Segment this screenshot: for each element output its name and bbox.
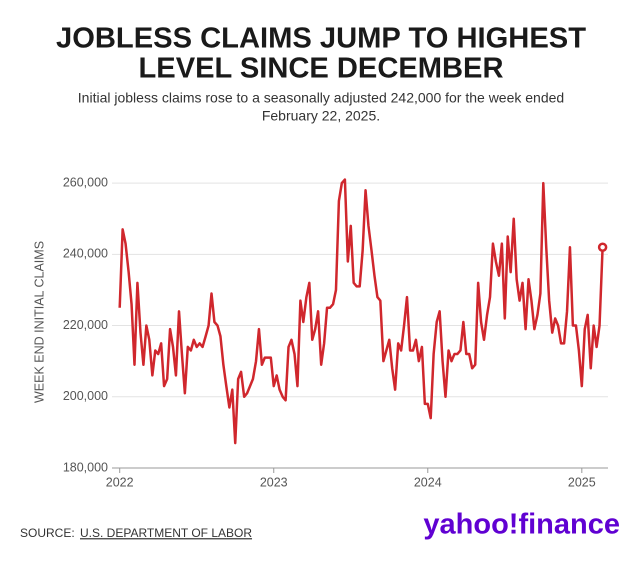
x-tick-label: 2024: [414, 475, 442, 489]
y-tick-label: 220,000: [63, 318, 108, 332]
y-tick-label: 200,000: [63, 389, 108, 403]
y-tick-label: 180,000: [63, 460, 108, 474]
source-label: SOURCE:: [20, 526, 75, 540]
last-point-marker: [597, 242, 608, 252]
y-tick-label: 260,000: [63, 175, 108, 189]
chart-subtitle: Initial jobless claims rose to a seasona…: [78, 90, 564, 106]
chart-subtitle: February 22, 2025.: [262, 108, 380, 124]
y-tick-label: 240,000: [63, 247, 108, 261]
chart-title: LEVEL SINCE DECEMBER: [139, 53, 504, 85]
x-tick-label: 2023: [260, 475, 288, 489]
chart-title: JOBLESS CLAIMS JUMP TO HIGHEST: [56, 23, 586, 55]
line: [118, 178, 604, 445]
source-link[interactable]: U.S. DEPARTMENT OF LABOR: [80, 526, 252, 540]
x-tick-label: 2022: [106, 475, 134, 489]
x-tick-label: 2025: [568, 475, 596, 489]
y-axis-label: WEEK END INITIAL CLAIMS: [32, 241, 46, 403]
plot: 180,000 200,000 220,000 240,000 260,000 2022 2…: [63, 175, 608, 489]
logo: yahoo!finance: [423, 509, 620, 541]
